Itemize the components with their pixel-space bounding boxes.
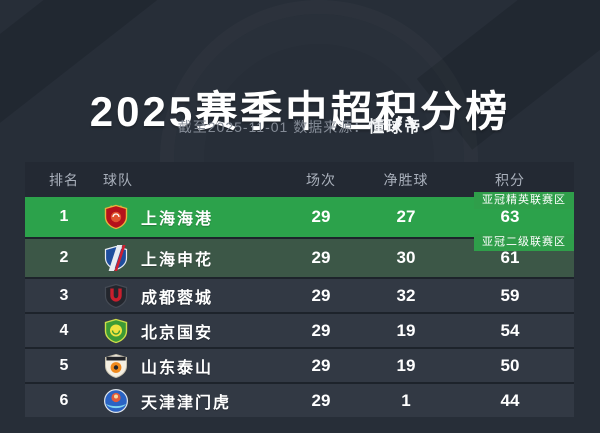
rank-cell: 6 <box>59 391 69 409</box>
table-row: 2 上海申花 29 30 61 亚冠二级联赛区 <box>25 234 574 277</box>
col-header-gd: 净胜球 <box>383 171 429 188</box>
team-name: 上海海港 <box>141 211 214 228</box>
gd-cell: 27 <box>396 207 416 226</box>
team-name: 山东泰山 <box>141 359 214 377</box>
zone-badge: 亚冠精英联赛区 <box>474 192 574 209</box>
zone-badge: 亚冠二级联赛区 <box>474 234 574 251</box>
table-row: 6 天津津门虎 29 1 44 <box>25 382 574 417</box>
team-name: 天津津门虎 <box>141 394 232 412</box>
team-name: 成都蓉城 <box>141 289 214 307</box>
subtitle: 截至2025-11-01 数据来源：懂球帝 <box>0 113 600 137</box>
col-header-rank: 排名 <box>49 171 79 188</box>
points-cell: 59 <box>500 285 520 305</box>
table-body: 1 上海海港 29 27 63 亚冠精英联赛区 2 上海申花 29 30 61 <box>25 192 574 417</box>
matches-cell: 29 <box>311 390 331 410</box>
matches-cell: 29 <box>311 248 331 267</box>
matches-cell: 29 <box>311 207 331 226</box>
table-row: 5 山东泰山 29 19 50 <box>25 347 574 382</box>
matches-cell: 29 <box>311 285 331 305</box>
team-cell: 上海申花 <box>103 245 276 271</box>
table-row: 3 成都蓉城 29 32 59 <box>25 277 574 312</box>
rank-cell: 4 <box>59 321 69 339</box>
rank-cell: 5 <box>59 356 69 374</box>
team-cell: 上海海港 <box>103 204 276 230</box>
team-cell: 山东泰山 <box>103 353 276 379</box>
team-cell: 天津津门虎 <box>103 388 276 414</box>
chengdu-rongcheng-crest-icon <box>103 283 129 309</box>
col-header-matches: 场次 <box>306 171 336 188</box>
team-name: 北京国安 <box>141 324 214 342</box>
points-cell: 63 <box>500 207 520 226</box>
gd-cell: 19 <box>396 355 416 375</box>
subtitle-text: 截至2025-11-01 数据来源： <box>177 119 369 135</box>
matches-cell: 29 <box>311 320 331 340</box>
team-name: 上海申花 <box>141 252 214 269</box>
table-row: 4 北京国安 29 19 54 <box>25 312 574 347</box>
team-cell: 北京国安 <box>103 318 276 344</box>
data-source-name: 懂球帝 <box>368 119 423 136</box>
gd-cell: 30 <box>396 248 416 267</box>
standings-table: 排名 球队 场次 净胜球 积分 1 上海海港 29 27 63 亚冠精英联赛区 … <box>25 162 574 417</box>
rank-cell: 1 <box>59 208 69 225</box>
points-cell: 61 <box>500 248 520 267</box>
shandong-taishan-crest-icon <box>103 353 129 379</box>
col-header-points: 积分 <box>495 171 525 188</box>
matches-cell: 29 <box>311 355 331 375</box>
rank-cell: 2 <box>59 249 69 266</box>
points-cell: 54 <box>500 320 520 340</box>
table-row: 1 上海海港 29 27 63 亚冠精英联赛区 <box>25 192 574 237</box>
tianjin-jinmenhu-crest-icon <box>103 388 129 414</box>
page-title: 2025赛季中超积分榜 <box>89 88 511 136</box>
points-cell: 50 <box>500 355 520 375</box>
gd-cell: 32 <box>396 285 416 305</box>
gd-cell: 1 <box>401 390 411 410</box>
gd-cell: 19 <box>396 320 416 340</box>
rank-cell: 3 <box>59 286 69 304</box>
table-header-row: 排名 球队 场次 净胜球 积分 <box>25 162 574 197</box>
points-cell: 44 <box>500 390 520 410</box>
shanghai-shenhua-crest-icon <box>103 245 129 271</box>
beijing-guoan-crest-icon <box>103 318 129 344</box>
col-header-team: 球队 <box>103 171 133 188</box>
shanghai-port-crest-icon <box>103 204 129 230</box>
team-cell: 成都蓉城 <box>103 283 276 309</box>
